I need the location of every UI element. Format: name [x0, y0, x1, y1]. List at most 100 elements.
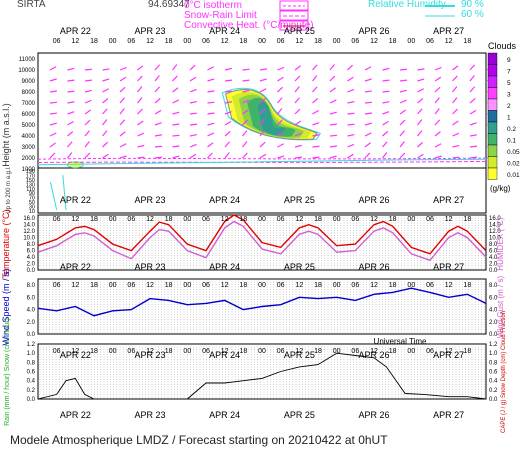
clouds-scale-swatch — [487, 156, 498, 169]
temperature-tick-label: 10.0 — [23, 236, 35, 242]
wind-axis-title: Wind Speed (m / s) — [1, 268, 11, 345]
hour-tick-label: 12 — [146, 216, 154, 223]
wind-barb — [347, 153, 354, 159]
hour-tick-label: 06 — [127, 348, 135, 355]
hour-tick-label: 00 — [183, 216, 191, 223]
hour-tick-label: 12 — [445, 38, 453, 45]
wind-barb — [294, 120, 302, 126]
wind-barb — [102, 88, 109, 93]
height-tick-label: 3000 — [22, 145, 36, 151]
wind-barb — [172, 99, 180, 104]
hour-tick-label: 18 — [463, 216, 471, 223]
day-label: APR 24 — [209, 410, 240, 420]
wind-barb — [49, 78, 57, 82]
wind-barb — [399, 109, 407, 115]
wind-barb — [84, 130, 90, 137]
hour-tick-label: 06 — [127, 38, 135, 45]
clouds-scale-label: 0.1 — [507, 137, 516, 144]
hour-tick-label: 12 — [295, 216, 303, 223]
height-tick-label: 7000 — [22, 101, 36, 107]
hour-tick-label: 18 — [463, 348, 471, 355]
clouds-scale-swatch — [487, 87, 498, 100]
hour-tick-label: 18 — [314, 216, 322, 223]
wind-barb — [67, 101, 75, 104]
wind-barb — [434, 131, 441, 137]
day-label: APR 22 — [60, 410, 91, 420]
wind-barb — [329, 134, 338, 137]
wind-barb — [294, 156, 303, 159]
wind-barb — [452, 132, 460, 137]
temperature-series — [37, 214, 487, 255]
wind-barb — [224, 141, 231, 148]
site-coords: 94.69347 — [148, 0, 190, 10]
wind-barb — [84, 119, 91, 126]
wind-barb — [364, 152, 371, 159]
hour-tick-label: 00 — [333, 348, 341, 355]
series-lines — [37, 214, 487, 400]
wind-barb — [399, 141, 405, 148]
wind-barb — [189, 143, 197, 148]
hour-tick-label: 06 — [277, 282, 285, 289]
wind-barb — [399, 99, 407, 104]
clouds-scale-title: Clouds — [488, 41, 517, 51]
day-label: APR 26 — [358, 26, 389, 36]
day-label: APR 25 — [284, 262, 315, 272]
wind-barb — [347, 123, 355, 126]
wind-barb — [207, 142, 214, 148]
wind-barb — [224, 111, 232, 115]
hour-tick-label: 06 — [426, 282, 434, 289]
temperature-tick-label: 8.0 — [27, 242, 36, 248]
wind-barb — [67, 90, 75, 93]
rain-tick-label: 0.6 — [27, 370, 36, 376]
wind-barb — [452, 65, 459, 71]
wind-barb — [242, 119, 248, 126]
day-label: APR 22 — [60, 350, 91, 360]
temperature-tick-label: 4.0 — [27, 255, 36, 261]
low-height-tick-label: 70 — [29, 196, 35, 202]
hour-tick-label: 00 — [258, 282, 266, 289]
hour-tick-label: 12 — [221, 348, 229, 355]
height-low-axis-title: Up to 200 m a.g.l. — [6, 166, 12, 214]
wind-barb — [294, 132, 302, 137]
wind-barb — [207, 112, 215, 115]
wind-barb — [434, 119, 441, 126]
day-label: APR 26 — [358, 350, 389, 360]
wind-barb — [224, 90, 233, 93]
day-label: APR 22 — [60, 26, 91, 36]
hour-tick-label: 06 — [202, 348, 210, 355]
wind-barb — [294, 108, 301, 115]
day-label: APR 23 — [134, 26, 165, 36]
wind-barb — [67, 141, 73, 148]
wind-barb — [49, 101, 58, 104]
wind-barb — [382, 152, 388, 159]
wind-barb — [364, 66, 372, 71]
wind-barb — [469, 145, 478, 148]
hour-tick-label: 00 — [109, 282, 117, 289]
wind-barb — [277, 108, 283, 115]
wind-barb — [294, 97, 300, 104]
hour-tick-label: 06 — [277, 348, 285, 355]
wind-barb — [119, 76, 127, 82]
wind-barb — [242, 99, 250, 104]
height-tick-label: 4000 — [22, 134, 36, 140]
rain-tick-label: 0.8 — [27, 360, 36, 366]
snow-rain-legend: Snow-Rain Limit — [184, 10, 257, 21]
wind-barb — [347, 100, 355, 104]
wind-barb — [347, 88, 355, 93]
wind-barb — [242, 109, 249, 115]
wind-barb — [469, 110, 477, 115]
height-axis-title: Height (m a.s.l.) — [1, 103, 11, 167]
temperature-tick-label-right: 16.0 — [489, 216, 501, 222]
hour-tick-label: 00 — [109, 348, 117, 355]
wind-barb — [49, 152, 56, 159]
wind-barb — [329, 99, 337, 104]
rain-tick-label-right: 1.0 — [489, 351, 498, 357]
wind-barb — [329, 155, 337, 159]
wind-barb — [434, 97, 440, 104]
wind-barbs — [49, 64, 495, 159]
convective-legend: Convective Heat. (°C/minute) — [184, 20, 314, 31]
wind-barb — [224, 130, 231, 137]
wind-barb — [67, 152, 73, 159]
hour-tick-label: 00 — [183, 282, 191, 289]
wind-barb — [154, 145, 163, 148]
